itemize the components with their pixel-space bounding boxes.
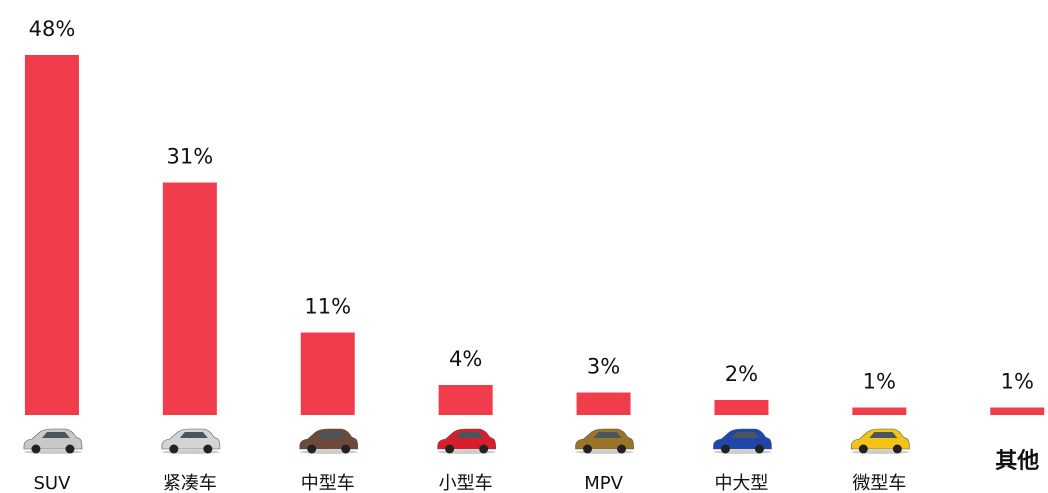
car-wheel bbox=[859, 445, 868, 454]
bar bbox=[852, 408, 906, 416]
car-wheel bbox=[341, 445, 350, 454]
bar bbox=[990, 408, 1044, 416]
x-tick-label: 中大型 bbox=[714, 473, 768, 493]
bar bbox=[301, 333, 355, 416]
car-wheel bbox=[893, 445, 902, 454]
car-icon bbox=[438, 429, 496, 454]
car-wheel bbox=[617, 445, 626, 454]
car-wheel bbox=[31, 445, 40, 454]
chart: 48% SUV 31% 紧凑车 11% 中型车 4% 小型车 3% MPV 2% 中大型 1% 微型车 1%… bbox=[0, 0, 1048, 493]
x-tick-label: 中型车 bbox=[301, 473, 355, 493]
car-wheel bbox=[169, 445, 178, 454]
x-tick-label: 小型车 bbox=[439, 473, 493, 493]
car-icon bbox=[300, 429, 358, 454]
car-icon bbox=[24, 429, 82, 454]
value-label: 1% bbox=[863, 370, 896, 394]
bar bbox=[25, 55, 79, 415]
bar bbox=[163, 183, 217, 416]
car-wheel bbox=[583, 445, 592, 454]
car-wheel bbox=[307, 445, 316, 454]
value-label: 11% bbox=[304, 295, 351, 319]
bar bbox=[714, 400, 768, 415]
value-label: 4% bbox=[449, 347, 482, 371]
car-wheel bbox=[755, 445, 764, 454]
car-wheel bbox=[721, 445, 730, 454]
x-tick-label: 微型车 bbox=[852, 473, 906, 493]
x-tick-label: 紧凑车 bbox=[163, 473, 217, 493]
x-tick-label: 其他 bbox=[995, 449, 1039, 474]
car-icon bbox=[851, 429, 909, 454]
car-wheel bbox=[65, 445, 74, 454]
value-label: 31% bbox=[167, 145, 214, 169]
value-label: 1% bbox=[1001, 370, 1034, 394]
car-icon bbox=[576, 429, 634, 454]
car-icon bbox=[713, 429, 771, 454]
value-label: 48% bbox=[29, 17, 76, 41]
car-wheel bbox=[203, 445, 212, 454]
car-wheel bbox=[479, 445, 488, 454]
x-tick-label: SUV bbox=[33, 473, 71, 493]
bar bbox=[577, 393, 631, 416]
car-icon bbox=[162, 429, 220, 454]
value-label: 2% bbox=[725, 362, 758, 386]
car-wheel bbox=[445, 445, 454, 454]
bar bbox=[439, 385, 493, 415]
value-label: 3% bbox=[587, 355, 620, 379]
x-tick-label: MPV bbox=[584, 473, 623, 493]
